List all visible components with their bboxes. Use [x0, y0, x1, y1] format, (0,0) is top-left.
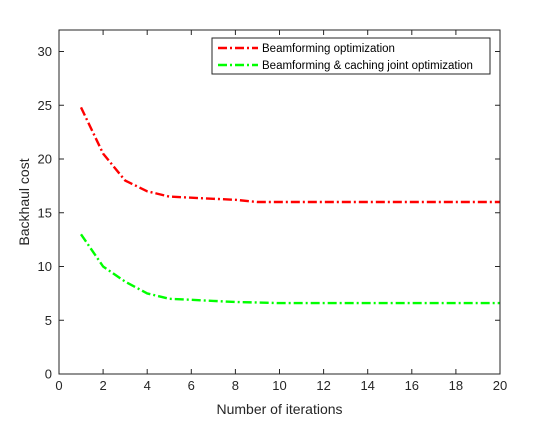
x-tick-label: 2 — [99, 378, 106, 393]
y-tick-label: 10 — [38, 259, 52, 274]
series-line-0 — [79, 106, 500, 204]
x-axis-label: Number of iterations — [216, 401, 342, 417]
x-tick-label: 10 — [272, 378, 286, 393]
y-tick-label: 30 — [38, 44, 52, 59]
x-tick-label: 14 — [360, 378, 374, 393]
y-tick-label: 0 — [45, 367, 52, 382]
series-layer — [79, 106, 500, 305]
y-tick-label: 15 — [38, 205, 52, 220]
legend: Beamforming optimization Beamforming & c… — [211, 37, 491, 75]
y-tick-label: 25 — [38, 98, 52, 113]
legend-box — [211, 37, 491, 75]
x-tick-label: 18 — [449, 378, 463, 393]
x-tick-label: 0 — [55, 378, 62, 393]
series-line-1 — [80, 233, 500, 305]
legend-entry-beamforming: Beamforming optimization — [262, 43, 395, 55]
x-tick-label: 4 — [144, 378, 151, 393]
x-tick-label: 12 — [316, 378, 330, 393]
x-tick-label: 20 — [493, 378, 507, 393]
x-tick-label: 8 — [232, 378, 239, 393]
y-tick-label: 20 — [38, 152, 52, 167]
y-tick-label: 5 — [45, 313, 52, 328]
tick-layer: 0 2 4 6 8 10 12 14 16 18 20 0 5 10 15 20 25 30 — [38, 30, 507, 393]
x-tick-label: 6 — [188, 378, 195, 393]
legend-entry-joint: Beamforming & caching joint optimization — [262, 60, 473, 72]
y-axis-label: Backhaul cost — [16, 158, 32, 245]
x-tick-label: 16 — [405, 378, 419, 393]
